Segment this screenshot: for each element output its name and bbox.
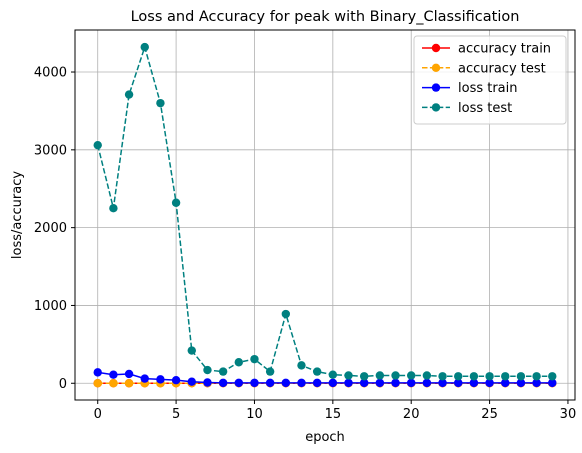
data-point-loss-train bbox=[234, 378, 243, 388]
chart-title: Loss and Accuracy for peak with Binary_C… bbox=[131, 9, 520, 25]
data-point-loss-train bbox=[281, 378, 291, 388]
y-axis-label: loss/accuracy bbox=[10, 171, 25, 259]
data-point-loss-test bbox=[359, 372, 369, 381]
x-tick-label: 20 bbox=[403, 407, 420, 422]
data-point-loss-test bbox=[140, 42, 149, 52]
data-point-loss-test bbox=[218, 367, 228, 376]
series-loss-train bbox=[93, 368, 557, 388]
data-point-accuracy-test bbox=[124, 379, 134, 388]
legend-marker-accuracy-train bbox=[431, 43, 441, 53]
data-point-loss-train bbox=[469, 378, 479, 388]
data-point-loss-test bbox=[171, 198, 181, 207]
y-tick-label: 1000 bbox=[34, 299, 67, 314]
data-point-loss-train bbox=[187, 377, 196, 386]
data-point-loss-test bbox=[265, 367, 275, 376]
data-point-loss-train bbox=[454, 378, 463, 388]
data-point-loss-train bbox=[344, 378, 353, 388]
data-point-loss-train bbox=[109, 370, 118, 379]
data-point-loss-train bbox=[391, 378, 400, 388]
x-tick-label: 15 bbox=[325, 407, 342, 422]
data-point-loss-test bbox=[281, 309, 291, 319]
data-point-accuracy-test bbox=[109, 379, 118, 388]
legend-label-loss-test: loss test bbox=[458, 101, 512, 116]
data-point-loss-train bbox=[265, 378, 275, 388]
data-point-loss-train bbox=[297, 378, 306, 388]
data-point-loss-train bbox=[156, 375, 165, 384]
y-tick-label: 0 bbox=[59, 377, 67, 392]
data-point-loss-test bbox=[407, 371, 416, 380]
y-tick-label: 4000 bbox=[34, 66, 67, 81]
data-point-loss-train bbox=[516, 378, 526, 388]
data-point-loss-train bbox=[438, 378, 447, 388]
data-point-loss-train bbox=[140, 374, 149, 383]
data-point-loss-train bbox=[501, 378, 510, 388]
legend-marker-accuracy-test bbox=[431, 63, 441, 72]
data-point-loss-test bbox=[297, 361, 306, 370]
data-point-loss-test bbox=[344, 371, 353, 380]
data-point-loss-train bbox=[375, 378, 385, 388]
data-point-loss-test bbox=[469, 372, 479, 381]
data-point-loss-test bbox=[156, 98, 165, 108]
series-line-loss-test bbox=[97, 44, 553, 378]
data-point-loss-test bbox=[234, 358, 243, 367]
y-tick-label: 2000 bbox=[34, 221, 67, 236]
data-point-loss-test bbox=[532, 372, 541, 381]
data-point-loss-train bbox=[485, 378, 494, 388]
x-axis-label: epoch bbox=[305, 430, 345, 445]
data-point-loss-train bbox=[218, 378, 228, 388]
legend-box bbox=[413, 35, 567, 125]
data-point-accuracy-test bbox=[93, 379, 102, 388]
y-tick-label: 3000 bbox=[34, 143, 67, 158]
data-point-loss-test bbox=[93, 140, 102, 150]
data-point-loss-test bbox=[516, 372, 526, 381]
data-point-loss-train bbox=[548, 378, 557, 388]
data-point-loss-test bbox=[187, 346, 196, 355]
x-tick-label: 30 bbox=[560, 407, 577, 422]
data-point-loss-test bbox=[391, 371, 400, 380]
data-point-loss-train bbox=[312, 378, 322, 388]
data-point-loss-test bbox=[328, 370, 338, 379]
legend-label-accuracy-train: accuracy train bbox=[458, 42, 551, 57]
data-point-loss-train bbox=[203, 378, 212, 387]
legend: accuracy train accuracy test loss train los… bbox=[413, 35, 567, 125]
data-point-loss-test bbox=[501, 372, 510, 381]
data-point-loss-test bbox=[312, 367, 322, 376]
data-point-loss-test bbox=[250, 354, 259, 364]
data-point-loss-train bbox=[93, 368, 102, 377]
data-point-loss-train bbox=[532, 378, 541, 388]
data-point-loss-test bbox=[422, 371, 432, 380]
data-point-loss-train bbox=[422, 378, 432, 388]
legend-label-loss-train: loss train bbox=[458, 81, 518, 96]
data-point-loss-test bbox=[203, 365, 212, 375]
data-point-loss-train bbox=[171, 375, 181, 385]
data-point-loss-test bbox=[438, 372, 447, 381]
x-tick-label: 5 bbox=[172, 407, 180, 422]
legend-marker-loss-train bbox=[431, 83, 441, 92]
ticks: 0 5 10 15 20 25 30 0 1000 2000 3000 4000 bbox=[34, 66, 576, 422]
data-point-loss-test bbox=[485, 372, 494, 381]
data-point-loss-test bbox=[124, 90, 134, 99]
series-group bbox=[93, 42, 557, 388]
data-point-loss-test bbox=[109, 203, 118, 213]
x-tick-label: 0 bbox=[94, 407, 102, 422]
data-point-loss-train bbox=[359, 378, 369, 388]
plot-frame bbox=[74, 29, 576, 401]
data-point-loss-train bbox=[328, 378, 338, 388]
x-tick-label: 25 bbox=[481, 407, 498, 422]
legend-marker-loss-test bbox=[431, 103, 441, 112]
data-point-loss-test bbox=[454, 372, 463, 381]
x-tick-label: 10 bbox=[246, 407, 263, 422]
data-point-loss-test bbox=[375, 371, 385, 380]
series-loss-test bbox=[93, 42, 557, 381]
legend-label-accuracy-test: accuracy test bbox=[458, 61, 546, 76]
data-point-loss-train bbox=[250, 378, 259, 388]
data-point-loss-test bbox=[548, 372, 557, 381]
data-point-loss-train bbox=[124, 369, 134, 379]
data-point-loss-train bbox=[407, 378, 416, 388]
